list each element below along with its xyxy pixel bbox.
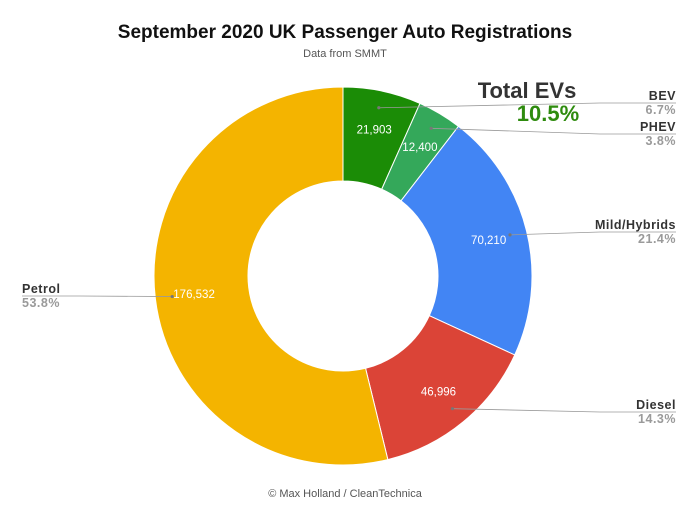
leader-line-phev bbox=[431, 127, 676, 135]
slice-group bbox=[153, 86, 533, 466]
leader-dot-mild-hybrids bbox=[508, 233, 512, 237]
category-label-diesel: Diesel bbox=[636, 398, 676, 412]
value-label-petrol: 176,532 bbox=[173, 289, 215, 301]
chart-subtitle: Data from SMMT bbox=[303, 48, 387, 60]
category-label-mild-hybrids: Mild/Hybrids bbox=[595, 218, 676, 232]
leader-line-group bbox=[22, 102, 676, 413]
total-evs-label: Total EVs bbox=[478, 78, 577, 103]
slice-petrol bbox=[153, 86, 389, 466]
leader-line-petrol bbox=[22, 295, 173, 297]
percent-label-phev: 3.8% bbox=[646, 134, 677, 148]
slice-mild-hybrids bbox=[400, 125, 533, 356]
leader-dot-bev bbox=[377, 106, 381, 110]
value-label-diesel: 46,996 bbox=[421, 387, 456, 399]
total-evs-value: 10.5% bbox=[517, 101, 579, 126]
percent-label-petrol: 53.8% bbox=[22, 296, 60, 310]
chart-title: September 2020 UK Passenger Auto Registr… bbox=[118, 22, 572, 43]
category-label-phev: PHEV bbox=[640, 120, 676, 134]
leader-dot-diesel bbox=[450, 407, 455, 411]
percent-label-bev: 6.7% bbox=[646, 103, 677, 117]
leader-line-bev bbox=[378, 102, 676, 109]
leader-line-mild-hybrids bbox=[510, 231, 676, 236]
leader-line-diesel bbox=[452, 408, 676, 413]
value-label-group: 21,903 12,400 70,210 46,996 176,532 bbox=[173, 124, 506, 398]
value-label-phev: 12,400 bbox=[402, 142, 437, 154]
value-label-mild-hybrids: 70,210 bbox=[471, 235, 506, 247]
leader-dot-phev bbox=[429, 126, 433, 130]
leader-dot-petrol bbox=[170, 294, 174, 299]
category-label-petrol: Petrol bbox=[22, 282, 60, 296]
chart-credit: © Max Holland / CleanTechnica bbox=[268, 488, 423, 500]
category-label-bev: BEV bbox=[649, 89, 676, 103]
value-label-bev: 21,903 bbox=[357, 124, 392, 136]
percent-label-diesel: 14.3% bbox=[638, 412, 676, 426]
percent-label-mild-hybrids: 21.4% bbox=[638, 232, 676, 246]
